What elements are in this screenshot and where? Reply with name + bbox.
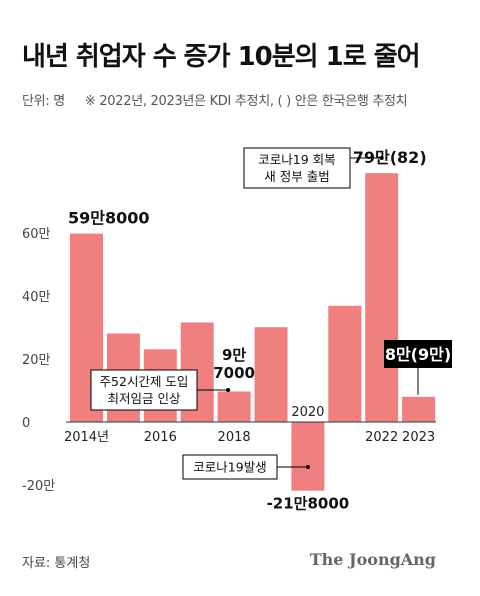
chart-title: 내년 취업자 수 증가 10분의 1로 줄어 (22, 42, 421, 72)
data-label-2014: 59만8000 (68, 209, 150, 228)
x-tick-label-2014: 2014년 (64, 430, 109, 445)
highlight-label-box (384, 340, 452, 368)
y-tick-label: 40만 (22, 290, 51, 305)
y-tick-label: 20만 (22, 353, 51, 368)
data-label-2018: 9만 (222, 346, 246, 364)
data-label-2018-line2: 7000 (213, 364, 255, 382)
x-tick-label-2016: 2016 (144, 430, 177, 445)
annotation-text-2020: 코로나19발생 (193, 460, 266, 475)
estimate-note: ※ 2022년, 2023년은 KDI 추정치, ( ) 안은 한국은행 추정치 (84, 94, 408, 109)
annotation-text-2022-line2: 새 정부 출범 (264, 169, 329, 184)
annotation-box-2020 (182, 454, 278, 480)
annotation-dot-2018 (226, 388, 231, 392)
bar-2021 (328, 305, 362, 422)
y-tick-label: 0 (22, 416, 30, 431)
unit-note: 단위: 명 ※ 2022년, 2023년은 KDI 추정치, ( ) 안은 한국은… (22, 90, 408, 109)
source-note: 자료: 통계청 (22, 556, 91, 571)
data-label-2020: -21만8000 (267, 495, 350, 513)
unit-label: 단위: 명 (22, 94, 65, 109)
annotation-dot-2020 (305, 465, 310, 469)
y-tick-label: -20만 (22, 479, 55, 494)
y-tick-label: 60만 (22, 227, 51, 242)
annotation-text-2018: 주52시간제 도입 (100, 374, 189, 389)
bar-2018 (217, 391, 251, 422)
bar-2019 (254, 327, 288, 422)
data-label-2022: 79만(82) (353, 148, 427, 167)
x-tick-label-2018: 2018 (218, 430, 251, 445)
annotation-text-2022: 코로나19 회복 (258, 152, 335, 167)
bar-2022 (365, 173, 399, 422)
bar-2023 (402, 396, 436, 422)
annotation-text-2018-line2: 최저임금 인상 (108, 391, 181, 406)
brand-logo: The JoongAng (309, 550, 436, 569)
x-tick-label-2020: 2020 (291, 405, 324, 420)
annotation-box-2018 (90, 369, 198, 411)
annotation-dot-2022 (379, 156, 384, 160)
bar-2020 (291, 422, 325, 491)
data-label-2023: 8만(9만) (385, 345, 451, 364)
x-tick-label-2023: 2023 (402, 430, 435, 445)
x-tick-label-2022: 2022 (365, 430, 398, 445)
annotation-box-2022 (243, 147, 351, 189)
